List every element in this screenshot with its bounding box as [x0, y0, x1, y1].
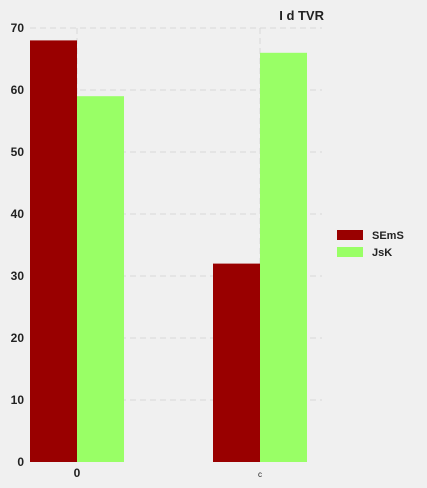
- legend-swatch-jsk: [337, 247, 363, 257]
- y-tick-label: 20: [11, 331, 25, 345]
- y-tick-label: 50: [11, 145, 25, 159]
- bars: [30, 40, 307, 463]
- y-tick-label: 10: [11, 393, 25, 407]
- y-tick-label: 40: [11, 207, 25, 221]
- bar-jsk-0: [77, 96, 124, 462]
- bar-sems-0: [30, 40, 77, 463]
- y-tick-label: 30: [11, 269, 25, 283]
- x-tick-label: c: [258, 470, 262, 479]
- legend: SEmS JsK: [337, 230, 404, 259]
- x-tick-label: 0: [74, 466, 81, 480]
- bar-sems-1: [213, 263, 260, 462]
- y-axis-ticks: 0 10 20 30 40 50 60 70: [11, 21, 25, 469]
- chart-title: I d TVR: [279, 8, 324, 23]
- y-tick-label: 0: [17, 455, 24, 469]
- y-tick-label: 70: [11, 21, 25, 35]
- y-tick-label: 60: [11, 83, 25, 97]
- bar-jsk-1: [260, 52, 307, 463]
- legend-label: JsK: [372, 247, 392, 259]
- legend-label: SEmS: [372, 230, 404, 242]
- legend-swatch-sems: [337, 230, 363, 240]
